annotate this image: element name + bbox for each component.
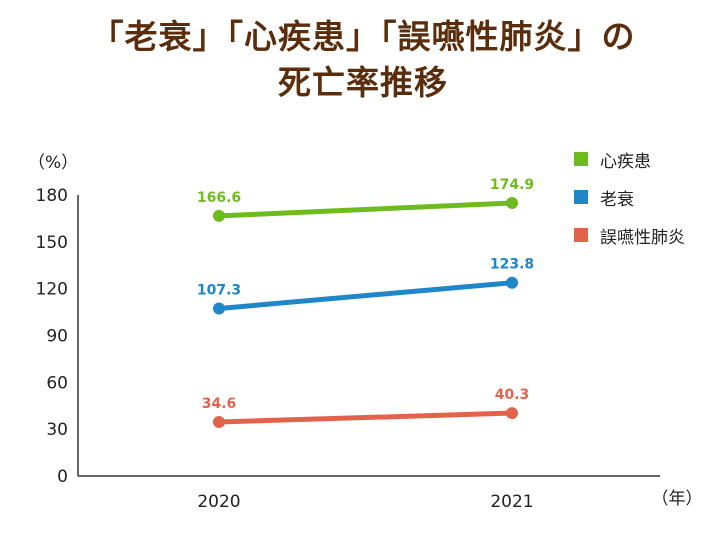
legend-swatch-senility <box>574 190 588 204</box>
data-label: 166.6 <box>197 190 241 206</box>
y-tick-label: 30 <box>46 420 68 440</box>
series-line-1 <box>216 280 515 311</box>
series-line-0 <box>216 200 515 219</box>
legend-swatch-heart-disease <box>574 152 588 166</box>
y-tick-label: 150 <box>36 233 68 253</box>
legend-swatch-aspiration-pneumonia <box>574 228 588 242</box>
legend-label-aspiration-pneumonia: 誤嚥性肺炎 <box>600 227 685 248</box>
data-point <box>213 302 225 315</box>
data-label: 34.6 <box>202 396 237 412</box>
y-axis-unit-label: （%） <box>28 153 78 173</box>
y-tick-label: 60 <box>46 373 68 393</box>
data-point <box>506 196 518 209</box>
data-label: 174.9 <box>490 177 534 193</box>
x-axis-unit-label: （年） <box>652 489 703 509</box>
y-tick-label: 90 <box>46 327 68 347</box>
legend-item-senility: 老衰 <box>574 178 685 216</box>
chart-title-line-2: 死亡率推移 <box>278 63 448 102</box>
y-tick-label: 0 <box>57 467 68 487</box>
x-tick-label: 2021 <box>490 492 533 512</box>
data-point <box>213 209 225 222</box>
chart-legend: 心疾患 老衰 誤嚥性肺炎 <box>574 140 685 254</box>
legend-label-senility: 老衰 <box>600 189 634 210</box>
chart-title: 「老衰」「心疾患」「誤嚥性肺炎」の 死亡率推移 <box>0 14 726 106</box>
data-point <box>506 276 518 289</box>
chart-title-line-1: 「老衰」「心疾患」「誤嚥性肺炎」の <box>90 17 636 56</box>
data-label: 40.3 <box>495 387 530 403</box>
y-tick-label: 120 <box>36 280 68 300</box>
data-label: 123.8 <box>490 257 534 273</box>
data-point <box>213 415 225 428</box>
legend-item-heart-disease: 心疾患 <box>574 140 685 178</box>
series-line-2 <box>216 410 515 425</box>
x-tick-label: 2020 <box>197 492 240 512</box>
y-tick-label: 180 <box>36 186 68 206</box>
legend-item-aspiration-pneumonia: 誤嚥性肺炎 <box>574 216 685 254</box>
data-point <box>506 407 518 420</box>
data-label: 107.3 <box>197 282 241 298</box>
legend-label-heart-disease: 心疾患 <box>600 151 651 172</box>
